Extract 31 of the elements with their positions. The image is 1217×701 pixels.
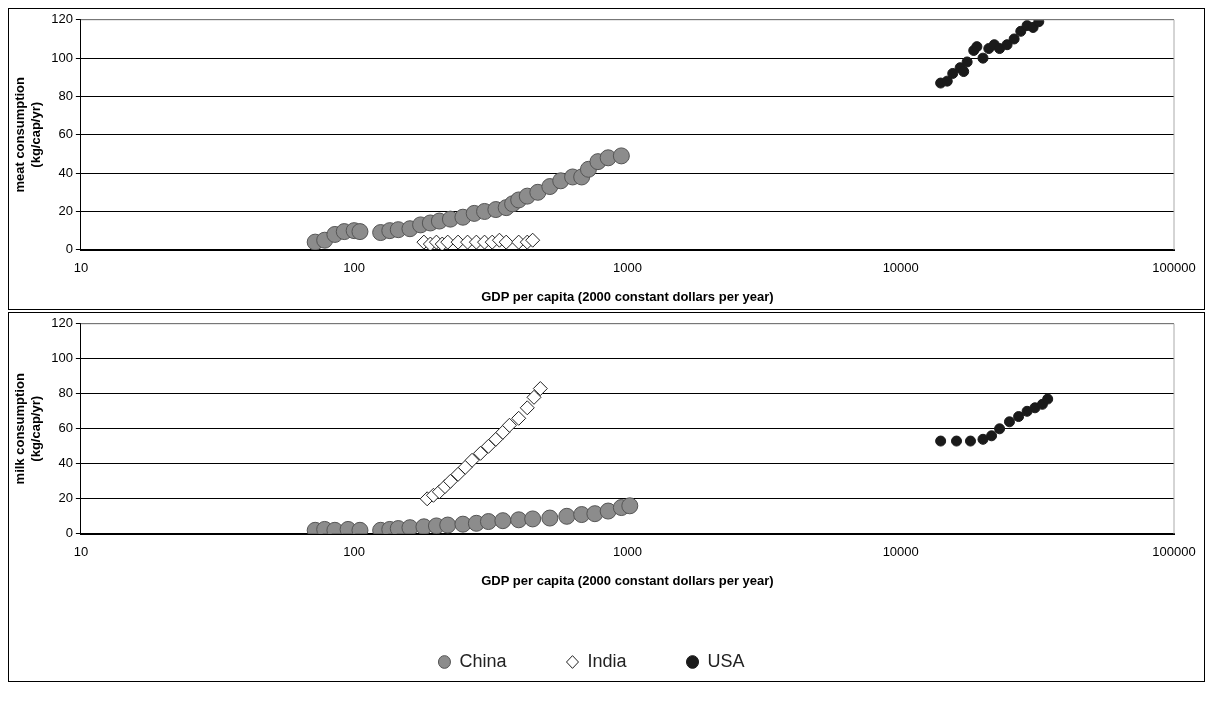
y-tick-label: 0 [65,241,73,257]
y-tick-label: 80 [58,385,73,401]
y-tick-label: 60 [58,126,73,142]
legend-label: USA [707,650,745,671]
x-tick-label: 10 [73,260,89,276]
legend-label: India [587,650,628,671]
x-tick-label: 1000 [612,260,642,276]
x-tick-label: 10000 [882,544,919,560]
legend-label: China [459,650,508,671]
x-tick-label: 100 [343,544,366,560]
x-tick-label: 100 [343,260,366,276]
y-tick-label: 20 [58,490,73,506]
x-tick-label: 10000 [882,260,919,276]
y-tick-label: 120 [51,315,73,331]
y-tick-label: 120 [51,11,73,27]
y-tick-label: 0 [65,525,73,541]
y-axis-title: milk consumption (kg/cap/yr) [12,373,43,485]
x-tick-label: 10 [73,544,89,560]
y-tick-label: 60 [58,420,73,436]
y-tick-label: 40 [58,455,73,471]
x-axis-title: GDP per capita (2000 constant dollars per year) [481,572,774,588]
x-axis-title: GDP per capita (2000 constant dollars per year) [481,288,774,304]
x-tick-label: 100000 [1152,260,1196,276]
y-tick-label: 80 [58,88,73,104]
y-tick-label: 100 [51,350,73,366]
x-tick-label: 100000 [1152,544,1196,560]
y-tick-label: 100 [51,49,73,65]
y-tick-label: 20 [58,203,73,219]
x-tick-label: 1000 [612,544,642,560]
y-axis-title: meat consumption (kg/cap/yr) [12,76,43,193]
y-tick-label: 40 [58,164,73,180]
